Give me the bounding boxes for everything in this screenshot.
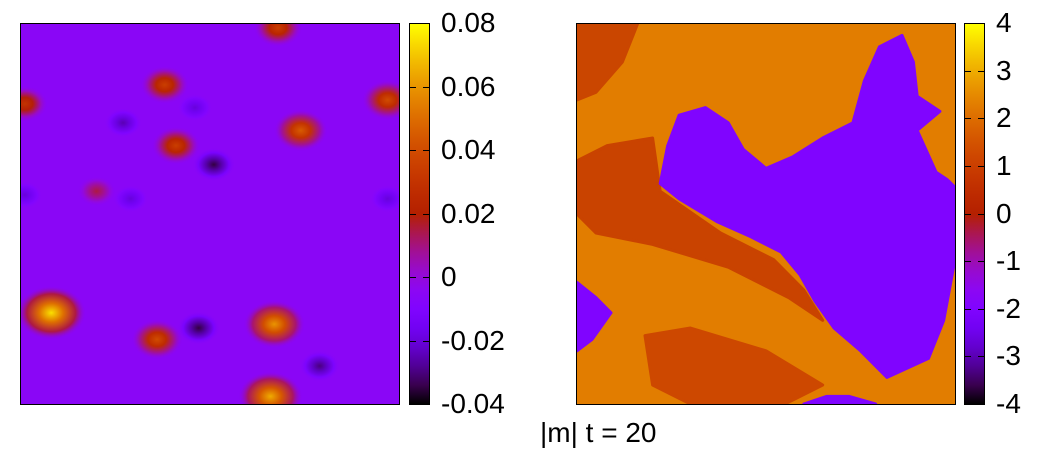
- colorbar-tick: [978, 308, 984, 310]
- heatmap-blob: [191, 147, 236, 182]
- colorbar-tick-label: -1: [996, 245, 1021, 277]
- heatmap-blob: [253, 24, 303, 47]
- colorbar-tick: [423, 86, 429, 88]
- colorbar-tick-label: 4: [996, 7, 1012, 38]
- colorbar-tick: [410, 277, 416, 278]
- heatmap-blob: [77, 176, 116, 207]
- colorbar-tick: [965, 213, 971, 215]
- colorbar-tick: [978, 23, 984, 24]
- colorbar-tick: [423, 150, 429, 151]
- heatmap-background: [21, 24, 399, 404]
- colorbar-tick: [410, 404, 416, 405]
- colorbar-tick: [965, 23, 971, 24]
- colorbar-tick: [423, 340, 429, 342]
- colorbar-tick: [410, 213, 416, 215]
- heatmap-blob: [176, 311, 221, 345]
- colorbar-tick: [978, 404, 984, 405]
- colorbar-tick: [423, 404, 429, 405]
- heatmap-region: [577, 280, 613, 353]
- colorbar-tick: [423, 277, 429, 278]
- colorbar-tick-label: 2: [996, 102, 1012, 134]
- colorbar-tick: [423, 23, 429, 24]
- colorbar-tick: [410, 86, 416, 88]
- colorbar-tick: [965, 70, 971, 72]
- colorbar-tick-label: -3: [996, 340, 1021, 372]
- heatmap-blob: [21, 181, 43, 209]
- colorbar-tick: [978, 118, 984, 120]
- colorbar-tick-label: 0.04: [441, 134, 496, 165]
- heatmap-region: [577, 136, 825, 322]
- colorbar-tick: [410, 340, 416, 342]
- colorbar-tick: [410, 150, 416, 151]
- colorbar-tick-label: -2: [996, 292, 1021, 324]
- heatmap-svg: [21, 24, 399, 404]
- colorbar-tick-label: 1: [996, 149, 1012, 181]
- heatmap-region: [802, 394, 878, 404]
- heatmap-blob: [21, 285, 87, 340]
- heatmap-blob: [369, 184, 399, 213]
- colorbar-tick-label: 0.08: [441, 7, 496, 38]
- heatmap-blob: [103, 107, 143, 138]
- colorbar-tick: [978, 261, 984, 263]
- heatmap-blob: [299, 350, 341, 382]
- colorbar-tick: [423, 213, 429, 215]
- heatmap-blob: [112, 184, 149, 213]
- colorbar-tick: [965, 356, 971, 358]
- heatmap-left: [20, 23, 400, 405]
- colorbar-tick-label: 0: [996, 197, 1012, 229]
- heatmap-blob: [131, 319, 183, 360]
- colorbar-tick: [965, 308, 971, 310]
- heatmap-blob: [273, 109, 328, 152]
- colorbar-tick-label: 0.06: [441, 70, 496, 102]
- colorbar-tick-label: -0.02: [441, 324, 505, 356]
- heatmap-blob: [243, 300, 306, 349]
- heatmap-blob: [361, 80, 399, 120]
- colorbar-tick-label: -4: [996, 388, 1021, 419]
- colorbar-tick: [965, 261, 971, 263]
- colorbar-tick: [965, 404, 971, 405]
- figure-caption: |m| t = 20: [540, 417, 657, 448]
- heatmap-region: [643, 326, 825, 404]
- colorbar-tick: [965, 165, 971, 167]
- colorbar-tick-label: 3: [996, 54, 1012, 86]
- colorbar-tick: [978, 356, 984, 358]
- colorbar-tick-label: -0.04: [441, 388, 505, 419]
- colorbar-tick-label: 0: [441, 261, 457, 292]
- colorbar-left: [409, 23, 430, 405]
- colorbar-tick: [978, 70, 984, 72]
- colorbar-tick: [978, 213, 984, 215]
- colorbar-tick: [965, 118, 971, 120]
- heatmap-blob: [238, 371, 303, 404]
- heatmap-blob: [176, 93, 213, 122]
- heatmap-region: [658, 33, 955, 379]
- heatmap-region: [577, 24, 639, 102]
- colorbar-tick: [410, 23, 416, 24]
- colorbar-tick: [978, 165, 984, 167]
- heatmap-svg: [577, 24, 955, 404]
- heatmap-blob: [151, 126, 201, 165]
- heatmap-blob: [21, 85, 48, 122]
- heatmap-blob: [140, 65, 190, 104]
- colorbar-tick-label: 0.02: [441, 197, 496, 229]
- heatmap-right: [576, 23, 956, 405]
